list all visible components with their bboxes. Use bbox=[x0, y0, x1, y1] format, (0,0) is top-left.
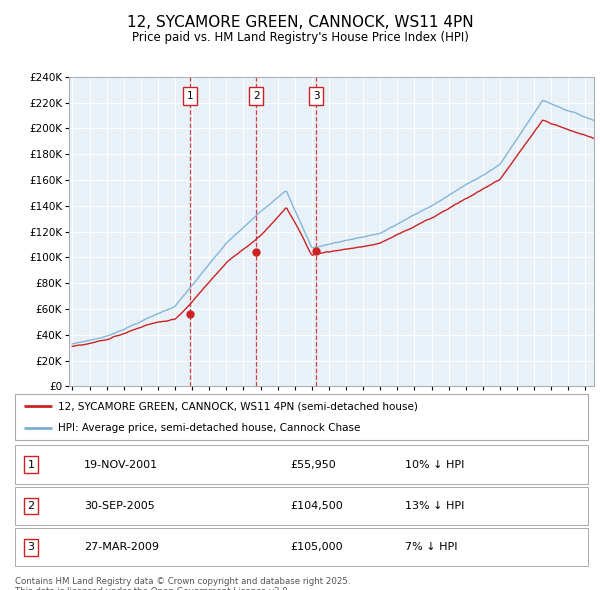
Text: HPI: Average price, semi-detached house, Cannock Chase: HPI: Average price, semi-detached house,… bbox=[58, 423, 361, 433]
Text: Contains HM Land Registry data © Crown copyright and database right 2025.
This d: Contains HM Land Registry data © Crown c… bbox=[15, 577, 350, 590]
Text: 30-SEP-2005: 30-SEP-2005 bbox=[84, 501, 155, 511]
Text: 2: 2 bbox=[253, 91, 260, 101]
Text: 3: 3 bbox=[28, 542, 35, 552]
Text: 1: 1 bbox=[187, 91, 194, 101]
Text: 7% ↓ HPI: 7% ↓ HPI bbox=[404, 542, 457, 552]
Text: £105,000: £105,000 bbox=[290, 542, 343, 552]
Text: 1: 1 bbox=[28, 460, 35, 470]
Text: 2: 2 bbox=[28, 501, 35, 511]
Text: 3: 3 bbox=[313, 91, 319, 101]
Text: 13% ↓ HPI: 13% ↓ HPI bbox=[404, 501, 464, 511]
Text: 19-NOV-2001: 19-NOV-2001 bbox=[84, 460, 158, 470]
Text: Price paid vs. HM Land Registry's House Price Index (HPI): Price paid vs. HM Land Registry's House … bbox=[131, 31, 469, 44]
Text: 10% ↓ HPI: 10% ↓ HPI bbox=[404, 460, 464, 470]
Text: £55,950: £55,950 bbox=[290, 460, 336, 470]
Text: 27-MAR-2009: 27-MAR-2009 bbox=[84, 542, 159, 552]
Text: 12, SYCAMORE GREEN, CANNOCK, WS11 4PN (semi-detached house): 12, SYCAMORE GREEN, CANNOCK, WS11 4PN (s… bbox=[58, 401, 418, 411]
Text: £104,500: £104,500 bbox=[290, 501, 343, 511]
Text: 12, SYCAMORE GREEN, CANNOCK, WS11 4PN: 12, SYCAMORE GREEN, CANNOCK, WS11 4PN bbox=[127, 15, 473, 30]
